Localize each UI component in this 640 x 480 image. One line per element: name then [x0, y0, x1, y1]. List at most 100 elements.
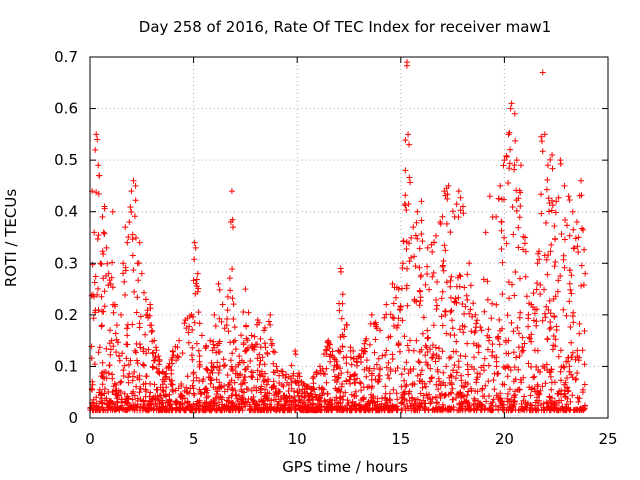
data-point	[111, 301, 118, 308]
data-point	[544, 162, 551, 169]
data-point	[410, 224, 417, 231]
data-point	[383, 301, 390, 308]
x-axis-label: GPS time / hours	[282, 458, 408, 476]
x-tick-label: 15	[391, 430, 410, 448]
data-point	[466, 260, 473, 267]
data-point	[192, 244, 199, 251]
data-point	[549, 151, 556, 158]
x-tick-label: 25	[598, 430, 617, 448]
data-point	[430, 239, 437, 246]
data-point	[377, 327, 384, 334]
data-point	[109, 208, 116, 215]
data-point	[343, 322, 350, 329]
data-point	[232, 337, 239, 344]
data-point	[198, 332, 205, 339]
data-point	[267, 311, 274, 318]
data-point	[405, 131, 412, 138]
data-point	[155, 353, 162, 360]
data-point	[194, 270, 201, 277]
data-point	[182, 317, 189, 324]
data-point	[333, 358, 340, 365]
data-point	[472, 311, 479, 318]
y-tick-label: 0.5	[54, 151, 78, 169]
axis-ticks: 0 5 10 15 20 25 0 0.1 0.2 0.3 0.4 0.5 0.6 0.7	[54, 48, 617, 448]
data-point	[304, 384, 311, 391]
data-point	[517, 162, 524, 169]
data-point	[501, 157, 508, 164]
data-point	[88, 404, 95, 411]
data-point	[569, 208, 576, 215]
data-point	[273, 363, 280, 370]
data-point	[188, 311, 195, 318]
data-point	[113, 322, 120, 329]
data-point	[528, 301, 535, 308]
data-point	[261, 327, 268, 334]
data-point	[565, 193, 572, 200]
data-point	[395, 286, 402, 293]
y-tick-label: 0.3	[54, 254, 78, 272]
data-point	[96, 172, 103, 179]
data-points	[88, 59, 589, 411]
data-point	[122, 224, 129, 231]
data-point	[298, 378, 305, 385]
data-point	[424, 244, 431, 251]
data-point	[325, 337, 332, 344]
chart-title: Day 258 of 2016, Rate Of TEC Index for r…	[139, 18, 551, 36]
y-tick-label: 0.1	[54, 357, 78, 375]
y-tick-label: 0	[68, 409, 78, 427]
data-point	[561, 182, 568, 189]
data-point	[248, 332, 255, 339]
data-point	[418, 198, 425, 205]
y-tick-label: 0.4	[54, 203, 78, 221]
data-point	[292, 347, 299, 354]
data-point	[445, 182, 452, 189]
data-point	[497, 182, 504, 189]
data-point	[91, 229, 98, 236]
data-point	[120, 260, 127, 267]
data-point	[236, 353, 243, 360]
data-point	[165, 363, 172, 370]
data-point	[191, 239, 198, 246]
data-point	[227, 219, 234, 226]
data-point	[134, 260, 141, 267]
data-point	[132, 182, 139, 189]
y-axis-label: ROTI / TECUs	[2, 189, 20, 287]
data-point	[534, 260, 541, 267]
data-point	[310, 373, 317, 380]
data-point	[136, 239, 143, 246]
data-point	[219, 301, 226, 308]
y-tick-label: 0.7	[54, 48, 78, 66]
data-point	[97, 260, 104, 267]
data-point	[138, 270, 145, 277]
y-tick-label: 0.6	[54, 100, 78, 118]
x-tick-label: 0	[85, 430, 95, 448]
data-point	[478, 327, 485, 334]
data-point	[242, 286, 249, 293]
data-point	[105, 270, 112, 277]
data-point	[116, 353, 123, 360]
data-point	[107, 280, 114, 287]
data-point	[493, 213, 500, 220]
data-point	[103, 244, 110, 251]
data-point	[124, 239, 131, 246]
data-point	[94, 136, 101, 143]
data-point	[404, 59, 411, 66]
data-point	[337, 265, 344, 272]
data-point	[207, 337, 214, 344]
data-point	[541, 131, 548, 138]
data-point	[389, 280, 396, 287]
data-point	[211, 311, 218, 318]
data-point	[228, 188, 235, 195]
data-point	[414, 208, 421, 215]
data-point	[539, 69, 546, 76]
background-scatter	[87, 62, 588, 414]
data-point	[93, 131, 100, 138]
data-point	[511, 110, 518, 117]
data-point	[437, 219, 444, 226]
dense-roti-cloud	[87, 62, 588, 414]
data-point	[451, 213, 458, 220]
data-point	[118, 311, 125, 318]
y-tick-label: 0.2	[54, 306, 78, 324]
data-point	[406, 141, 413, 148]
